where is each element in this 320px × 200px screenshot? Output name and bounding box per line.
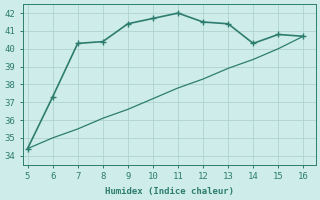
X-axis label: Humidex (Indice chaleur): Humidex (Indice chaleur) xyxy=(105,187,234,196)
